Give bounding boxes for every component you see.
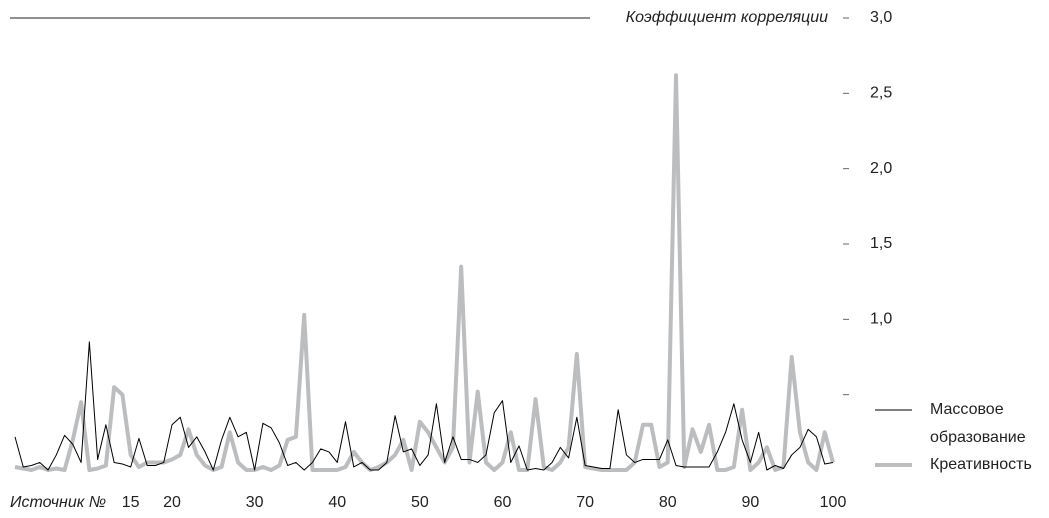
x-tick-label: 20 xyxy=(163,494,181,511)
y-tick-label: 3,0 xyxy=(870,9,892,26)
x-tick-label: 50 xyxy=(411,494,429,511)
line-series xyxy=(14,341,834,471)
x-tick-label: 40 xyxy=(328,494,346,511)
y-tick-label: 2,0 xyxy=(870,160,892,177)
chart-title: Коэффициент корреляции xyxy=(626,9,828,26)
y-tick-label: 1,0 xyxy=(870,311,892,328)
x-axis-title: Источник № xyxy=(10,494,106,511)
line-series xyxy=(14,73,835,472)
x-tick-label: 30 xyxy=(246,494,264,511)
y-tick-label: 1,5 xyxy=(870,235,892,252)
x-tick-label: 100 xyxy=(820,494,847,511)
legend-label: Массовое образование xyxy=(930,401,1026,446)
x-tick-label: 60 xyxy=(494,494,512,511)
x-tick-label: 15 xyxy=(122,494,140,511)
x-tick-label: 90 xyxy=(741,494,759,511)
x-tick-label: 80 xyxy=(659,494,677,511)
legend-label: Креативность xyxy=(930,456,1032,473)
x-tick-label: 70 xyxy=(576,494,594,511)
y-tick-label: 2,5 xyxy=(870,85,892,102)
